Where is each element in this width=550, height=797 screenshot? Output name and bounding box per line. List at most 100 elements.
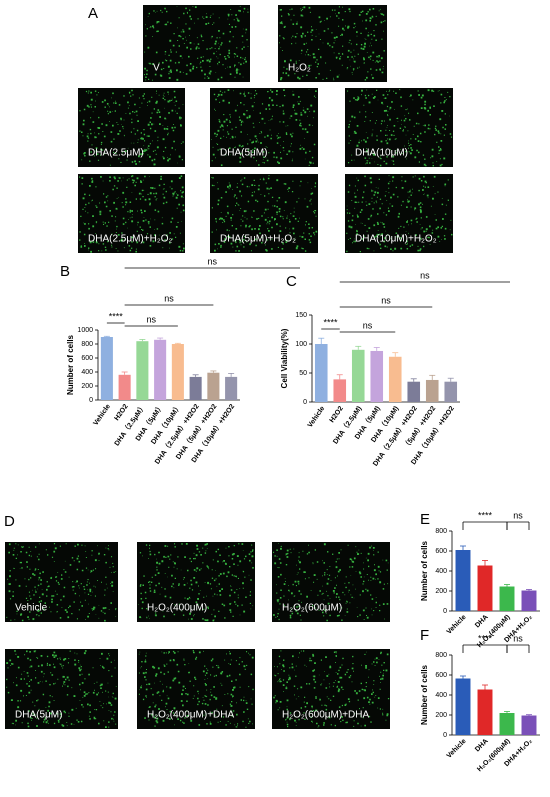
significance-label: ****: [478, 633, 493, 643]
panel-label: F: [420, 627, 429, 644]
x-tick-label: DHA: [474, 614, 490, 630]
bar: [499, 586, 515, 611]
significance-label: ns: [208, 256, 218, 266]
micrograph: [5, 649, 118, 729]
y-tick-label: 0: [443, 608, 447, 615]
bar: [388, 356, 402, 402]
cell-dots: [347, 89, 453, 167]
image-label: Vehicle: [15, 603, 48, 614]
cell-dots: [79, 89, 184, 166]
cell-dots: [273, 543, 389, 622]
y-axis-label: Number of cells: [420, 540, 429, 601]
image-label: H₂O₂(600μM): [282, 603, 342, 614]
bar: [351, 349, 365, 402]
micrograph: [272, 649, 390, 729]
bar: [314, 344, 328, 402]
y-axis-label: Number of cells: [420, 664, 429, 725]
x-tick-label: （5μM）+H2O2: [402, 405, 438, 451]
micrograph: [272, 542, 390, 622]
y-tick-label: 0: [303, 399, 307, 406]
y-tick-label: 0: [89, 397, 93, 404]
cell-dots: [6, 543, 117, 622]
image-label: DHA(2.5μM): [88, 148, 144, 159]
bar: [477, 565, 493, 611]
y-tick-label: 800: [435, 652, 447, 659]
significance-label: ns: [146, 314, 156, 324]
bar: [370, 350, 384, 402]
image-label: DHA(5μM): [15, 710, 62, 721]
cell-dots: [79, 175, 185, 253]
x-tick-label: H2O2: [329, 405, 345, 424]
panel-label: C: [286, 273, 297, 290]
significance-label: ns: [164, 293, 174, 303]
image-label: DHA(5μM)+H₂O₂: [220, 234, 296, 245]
y-tick-label: 1000: [77, 327, 93, 334]
y-tick-label: 0: [443, 732, 447, 739]
image-label: DHA(5μM): [220, 148, 267, 159]
y-tick-label: 150: [295, 312, 307, 319]
bar: [225, 376, 238, 400]
bar: [207, 372, 220, 400]
significance-label: ns: [381, 295, 391, 305]
x-tick-label: H2O2: [114, 403, 130, 422]
y-axis-label: Number of cells: [66, 334, 75, 395]
significance-label: ns: [513, 510, 523, 520]
y-tick-label: 400: [435, 692, 447, 699]
x-tick-label: Vehicle: [446, 614, 468, 636]
y-tick-label: 200: [81, 383, 93, 390]
image-label: H₂O₂: [288, 63, 311, 74]
y-tick-label: 400: [435, 568, 447, 575]
bar: [154, 339, 167, 400]
image-label: V: [153, 63, 160, 74]
y-axis-label: Cell Viability(%): [280, 328, 289, 388]
image-label: DHA(10μM): [355, 148, 408, 159]
cell-dots: [6, 650, 117, 728]
image-label: H₂O₂(400μM): [147, 603, 207, 614]
y-tick-label: 600: [81, 355, 93, 362]
micrograph: [137, 649, 255, 729]
x-tick-label: DHA: [474, 738, 490, 754]
x-tick-label: DHA（2.5μM）: [113, 403, 148, 448]
significance-label: ns: [420, 270, 430, 280]
x-tick-label: Vehicle: [92, 403, 112, 427]
micrograph: [143, 5, 250, 82]
bar: [136, 341, 149, 400]
bar: [118, 374, 131, 400]
y-tick-label: 600: [435, 548, 447, 555]
micrograph: [5, 542, 118, 622]
y-tick-label: 800: [81, 341, 93, 348]
y-tick-label: 800: [435, 528, 447, 535]
panel-label: B: [60, 263, 70, 280]
bar: [100, 337, 113, 400]
bar: [171, 344, 184, 400]
cell-dots: [346, 175, 453, 253]
significance-label: ns: [363, 320, 373, 330]
image-label: DHA(10μM)+H₂O₂: [355, 234, 437, 245]
y-tick-label: 200: [435, 712, 447, 719]
bar: [333, 379, 347, 402]
cell-dots: [279, 6, 386, 81]
image-label: DHA(2.5μM)+H₂O₂: [88, 234, 172, 245]
panel-label: E: [420, 511, 430, 528]
panel-label: D: [4, 513, 15, 530]
cell-dots: [273, 650, 390, 728]
bar: [407, 381, 421, 402]
bar: [521, 590, 537, 611]
bar: [189, 376, 202, 400]
bar: [425, 379, 439, 402]
significance-label: ns: [513, 633, 523, 643]
panel-label: A: [88, 5, 98, 22]
y-tick-label: 50: [299, 370, 307, 377]
significance-label: ****: [478, 510, 493, 520]
significance-label: ****: [323, 317, 338, 327]
bar: [521, 715, 537, 735]
bar: [499, 713, 515, 735]
y-tick-label: 400: [81, 369, 93, 376]
image-label: H₂O₂(400μM)+DHA: [147, 710, 234, 721]
micrograph: [345, 88, 453, 167]
y-tick-label: 200: [435, 588, 447, 595]
bar: [477, 689, 493, 735]
y-tick-label: 100: [295, 341, 307, 348]
cell-dots: [138, 543, 254, 622]
